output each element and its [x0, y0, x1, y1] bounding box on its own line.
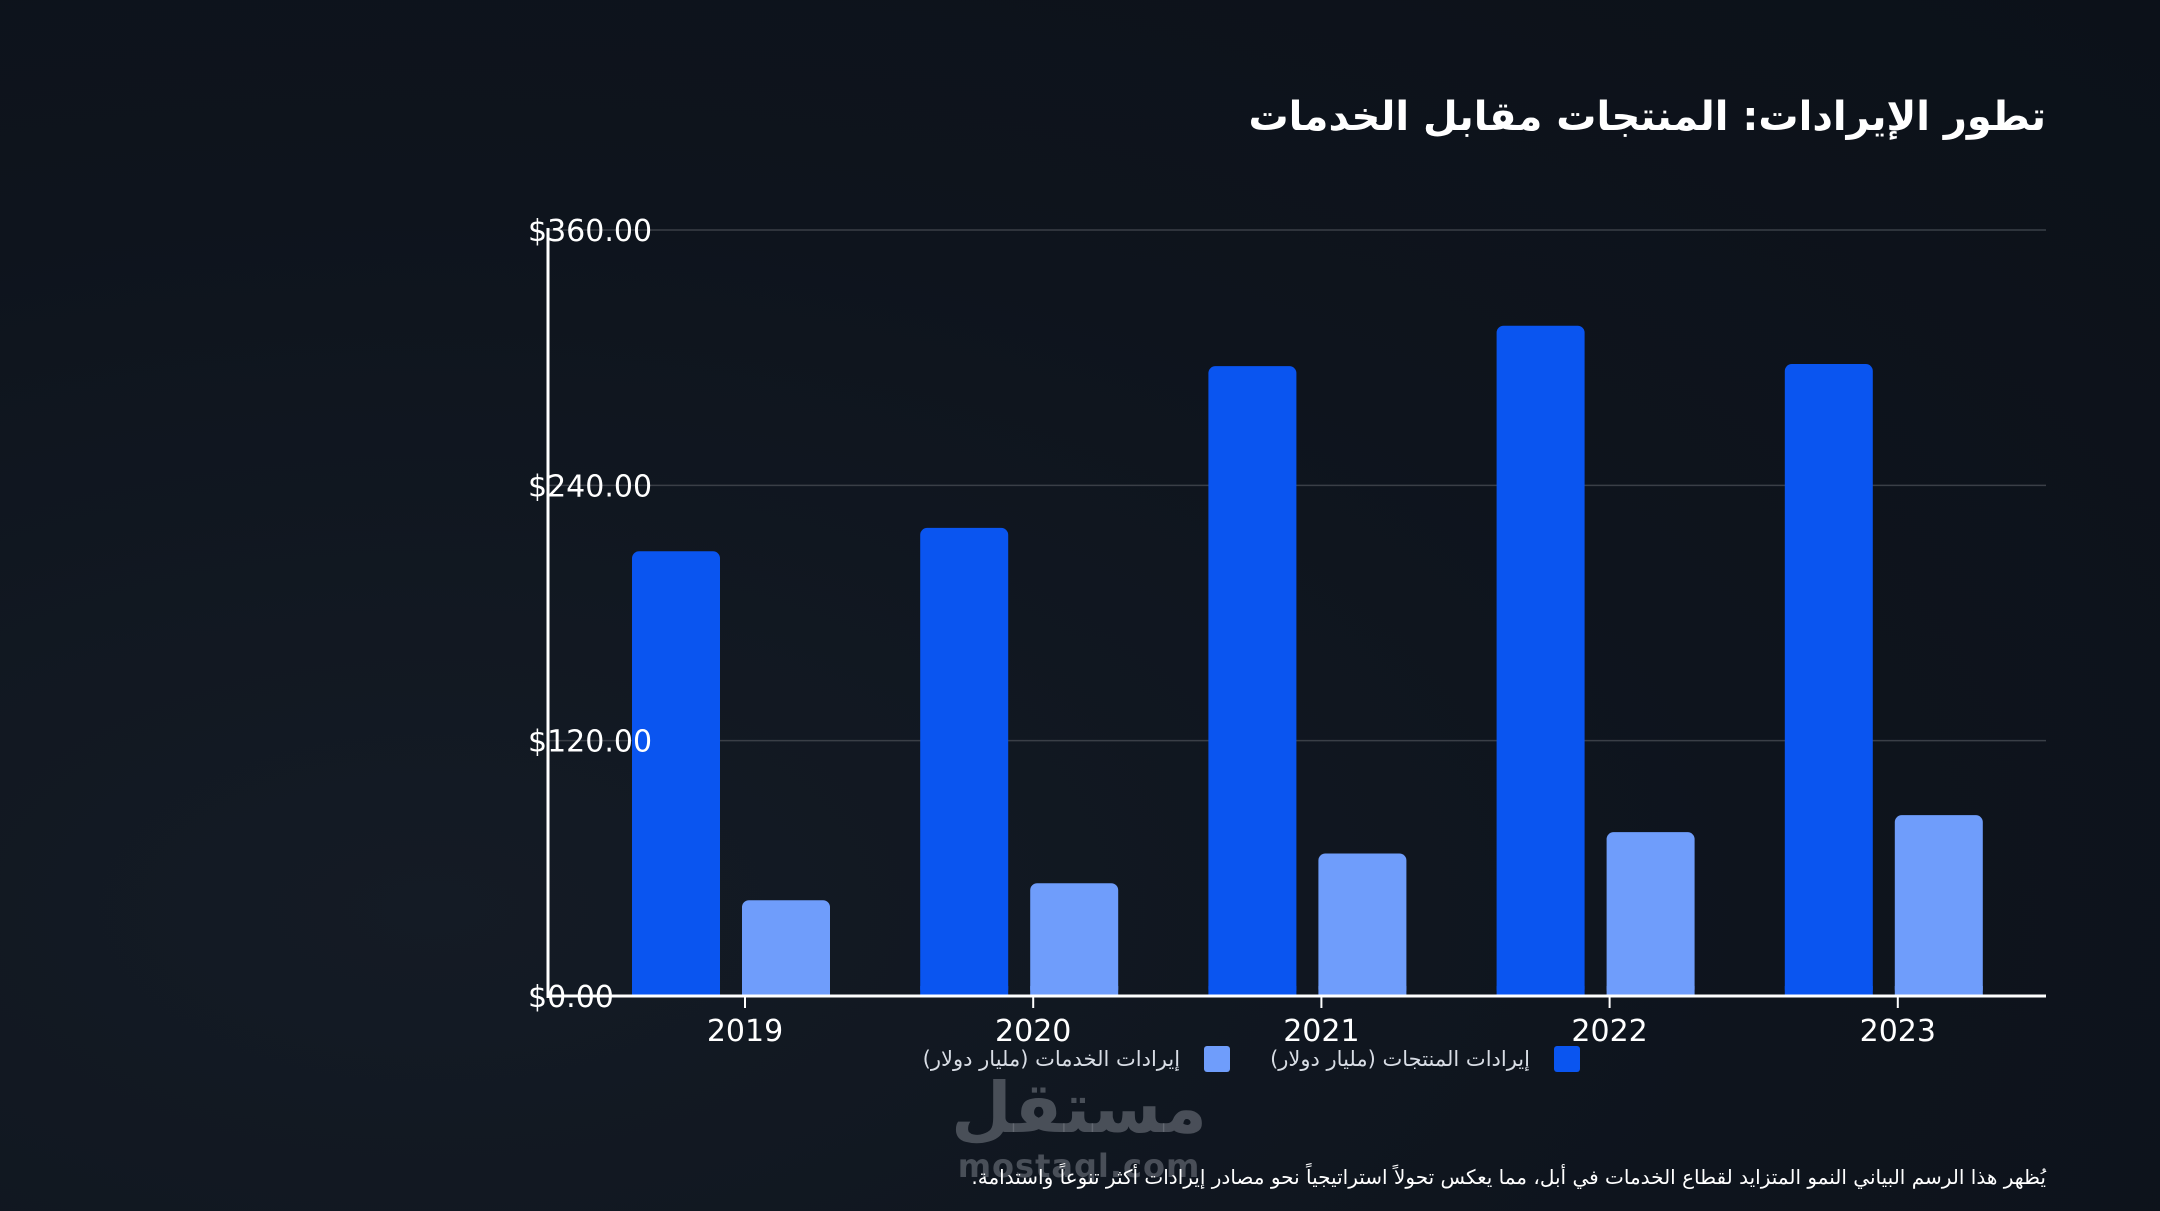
bar-base	[1784, 986, 1873, 996]
xtick-label-2020: 2020	[995, 1014, 1071, 1049]
bars	[632, 325, 1983, 997]
mostaql-watermark-logo: مستقل mostaql.com	[948, 1068, 1210, 1184]
bar-products-2023	[1784, 364, 1873, 996]
xtick-label-2023: 2023	[1860, 1014, 1936, 1049]
bar-products-2020	[920, 527, 1009, 996]
bar-products-2022	[1496, 325, 1585, 996]
bar-base	[1208, 986, 1297, 996]
legend-swatch-services	[1204, 1046, 1231, 1072]
legend-label-services: إيرادات الخدمات (مليار دولار)	[922, 1047, 1181, 1071]
ytick-label: $0.00	[528, 980, 614, 1015]
ytick-label: $240.00	[528, 469, 652, 504]
watermark-latin: mostaql.com	[957, 1147, 1201, 1185]
bar-base	[1894, 986, 1983, 996]
bar-base	[1030, 986, 1119, 996]
bar-services-2020	[1030, 883, 1119, 996]
bar-services-2019	[742, 900, 830, 996]
ytick-label: $120.00	[528, 725, 652, 760]
watermark-arabic: مستقل	[950, 1067, 1207, 1149]
bar-base	[1318, 986, 1407, 996]
bar-base	[920, 986, 1009, 996]
legend-item-services: إيرادات الخدمات (مليار دولار)	[922, 1046, 1231, 1072]
legend-swatch-products	[1554, 1046, 1580, 1072]
bar-products-2019	[632, 551, 720, 996]
xtick-label-2022: 2022	[1571, 1014, 1647, 1049]
ytick-label: $360.00	[528, 214, 652, 249]
legend-item-products: إيرادات المنتجات (مليار دولار)	[1270, 1046, 1580, 1072]
tick-labels: $0.00 $120.00 $240.00 $360.00 2019 2020 2021 20…	[528, 214, 1936, 1049]
bar-products-2021	[1208, 366, 1297, 997]
bar-base	[1606, 986, 1695, 996]
bar-services-2023	[1894, 815, 1983, 996]
bar-base	[1496, 986, 1585, 996]
chart-title: تطور الإيرادات: المنتجات مقابل الخدمات	[1248, 94, 2046, 140]
bar-services-2021	[1318, 853, 1407, 996]
axes	[546, 228, 2046, 1008]
bar-services-2022	[1606, 832, 1695, 996]
bar-base	[742, 986, 830, 996]
xtick-label-2021: 2021	[1283, 1014, 1359, 1049]
xtick-label-2019: 2019	[707, 1014, 783, 1049]
legend-label-products: إيرادات المنتجات (مليار دولار)	[1270, 1047, 1530, 1071]
chart-caption: يُظهر هذا الرسم البياني النمو المتزايد ل…	[971, 1165, 2046, 1189]
bar-base	[632, 986, 720, 996]
legend: إيرادات المنتجات (مليار دولار) إيرادات ا…	[923, 1046, 1580, 1072]
